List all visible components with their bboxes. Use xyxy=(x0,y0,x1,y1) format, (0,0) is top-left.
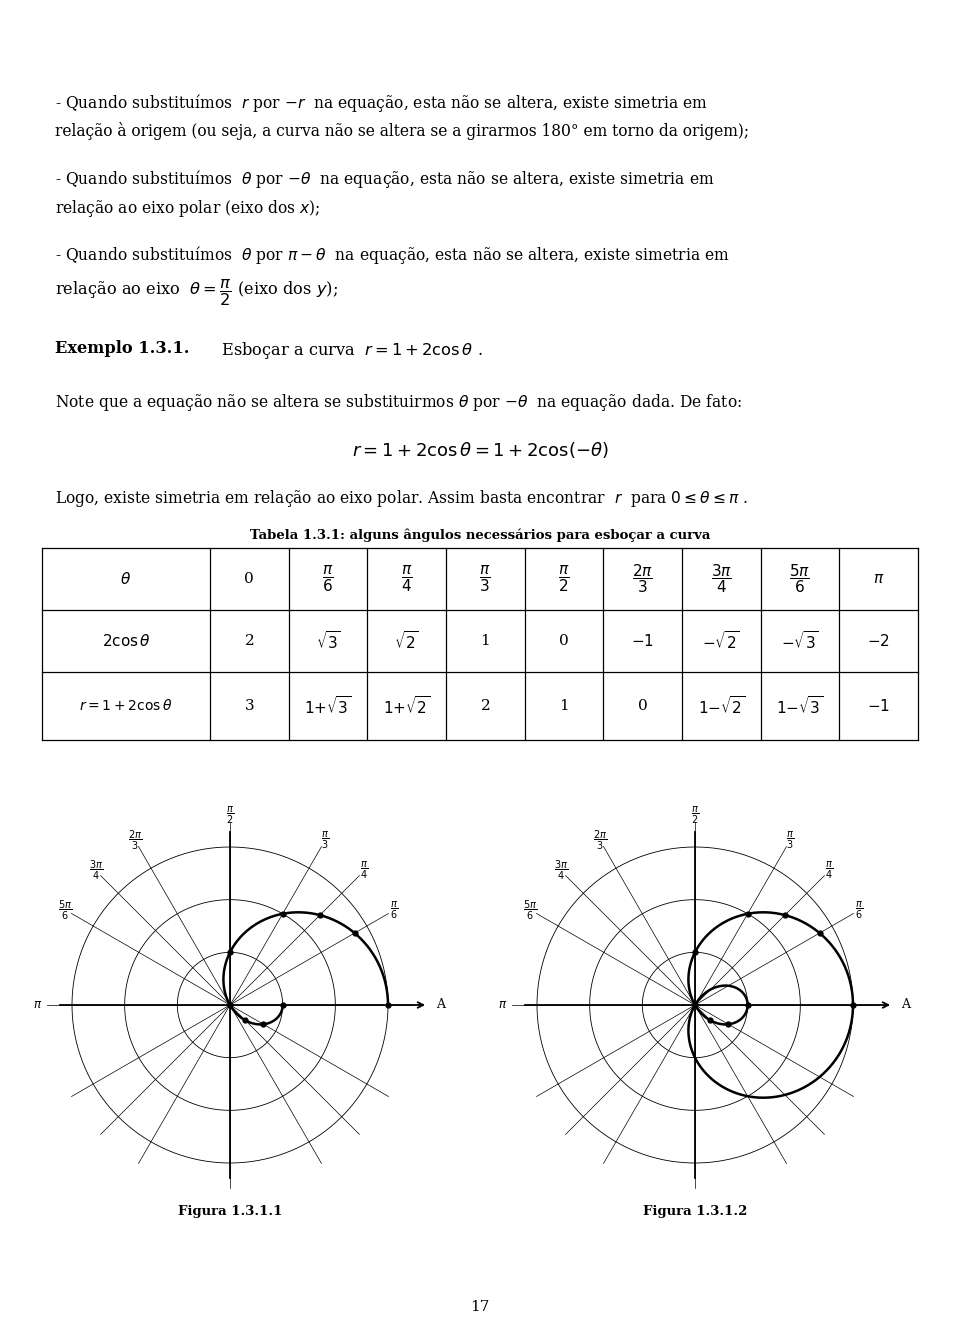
Text: 0: 0 xyxy=(559,633,569,648)
Text: $\dfrac{2\pi}{3}$: $\dfrac{2\pi}{3}$ xyxy=(593,829,607,852)
Text: $\dfrac{\pi}{3}$: $\dfrac{\pi}{3}$ xyxy=(479,564,492,595)
Text: $\dfrac{5\pi}{6}$: $\dfrac{5\pi}{6}$ xyxy=(59,898,73,921)
Text: 17: 17 xyxy=(470,1300,490,1314)
Text: A: A xyxy=(901,999,910,1011)
Text: $1{-}\sqrt{3}$: $1{-}\sqrt{3}$ xyxy=(777,695,824,716)
Text: Tabela 1.3.1: alguns ângulos necessários para esboçar a curva: Tabela 1.3.1: alguns ângulos necessários… xyxy=(250,528,710,541)
Text: $\theta$: $\theta$ xyxy=(120,570,132,586)
Text: - Quando substituímos  $\theta$ por $\pi-\theta$  na equação, esta não se altera: - Quando substituímos $\theta$ por $\pi-… xyxy=(55,244,730,266)
Text: $\dfrac{\pi}{6}$: $\dfrac{\pi}{6}$ xyxy=(855,900,864,920)
Text: $\dfrac{\pi}{3}$: $\dfrac{\pi}{3}$ xyxy=(786,830,794,852)
Text: $-\sqrt{3}$: $-\sqrt{3}$ xyxy=(781,631,819,652)
Text: $\dfrac{5\pi}{6}$: $\dfrac{5\pi}{6}$ xyxy=(789,562,810,596)
Text: $-\sqrt{2}$: $-\sqrt{2}$ xyxy=(703,631,740,652)
Text: $\sqrt{2}$: $\sqrt{2}$ xyxy=(395,631,420,652)
Text: $\dfrac{\pi}{3}$: $\dfrac{\pi}{3}$ xyxy=(321,830,329,852)
Text: Logo, existe simetria em relação ao eixo polar. Assim basta encontrar  $r$  para: Logo, existe simetria em relação ao eixo… xyxy=(55,487,748,509)
Text: 0: 0 xyxy=(637,699,648,712)
Text: - Quando substituímos  $r$ por $-r$  na equação, esta não se altera, existe sime: - Quando substituímos $r$ por $-r$ na eq… xyxy=(55,92,708,114)
Text: Figura 1.3.1.1: Figura 1.3.1.1 xyxy=(178,1205,282,1218)
Text: Exemplo 1.3.1.: Exemplo 1.3.1. xyxy=(55,340,189,358)
Text: Esboçar a curva  $r = 1 + 2\cos\theta$ .: Esboçar a curva $r = 1 + 2\cos\theta$ . xyxy=(216,340,483,362)
Text: $\dfrac{\pi}{4}$: $\dfrac{\pi}{4}$ xyxy=(401,564,413,595)
Text: A: A xyxy=(436,999,445,1011)
Text: 2: 2 xyxy=(480,699,491,712)
Text: $\pi$: $\pi$ xyxy=(498,999,507,1011)
Text: $\dfrac{2\pi}{3}$: $\dfrac{2\pi}{3}$ xyxy=(632,562,653,596)
Text: relação à origem (ou seja, a curva não se altera se a girarmos 180° em torno da : relação à origem (ou seja, a curva não s… xyxy=(55,122,749,141)
Text: relação ao eixo  $\theta = \dfrac{\pi}{2}$ (eixo dos $y$);: relação ao eixo $\theta = \dfrac{\pi}{2}… xyxy=(55,279,338,308)
Text: $\dfrac{3\pi}{4}$: $\dfrac{3\pi}{4}$ xyxy=(710,562,732,596)
Text: $\dfrac{\pi}{6}$: $\dfrac{\pi}{6}$ xyxy=(391,900,398,920)
Text: $1{+}\sqrt{2}$: $1{+}\sqrt{2}$ xyxy=(383,695,430,716)
Text: $-1$: $-1$ xyxy=(631,633,654,649)
Text: $-2$: $-2$ xyxy=(867,633,890,649)
Text: Note que a equação não se altera se substituirmos $\theta$ por $-\theta$  na equ: Note que a equação não se altera se subs… xyxy=(55,392,742,412)
Text: $1{+}\sqrt{3}$: $1{+}\sqrt{3}$ xyxy=(304,695,351,716)
Text: $\pi$: $\pi$ xyxy=(33,999,42,1011)
Text: 2: 2 xyxy=(245,633,254,648)
Text: - Quando substituímos  $\theta$ por $-\theta$  na equação, esta não se altera, e: - Quando substituímos $\theta$ por $-\th… xyxy=(55,167,714,190)
Text: $\dfrac{\pi}{6}$: $\dfrac{\pi}{6}$ xyxy=(323,564,334,595)
Text: $\dfrac{2\pi}{3}$: $\dfrac{2\pi}{3}$ xyxy=(128,829,142,852)
Text: $\pi$: $\pi$ xyxy=(873,572,884,586)
Text: $\dfrac{\pi}{2}$: $\dfrac{\pi}{2}$ xyxy=(691,805,699,826)
Text: 1: 1 xyxy=(559,699,569,712)
Text: 3: 3 xyxy=(245,699,254,712)
Text: $\dfrac{\pi}{2}$: $\dfrac{\pi}{2}$ xyxy=(226,805,234,826)
Text: $r = 1 + 2\cos\theta$: $r = 1 + 2\cos\theta$ xyxy=(80,699,173,714)
Text: relação ao eixo polar (eixo dos $x$);: relação ao eixo polar (eixo dos $x$); xyxy=(55,198,321,220)
Text: $2\cos\theta$: $2\cos\theta$ xyxy=(102,633,151,649)
Text: 0: 0 xyxy=(245,572,254,586)
Text: $\dfrac{\pi}{2}$: $\dfrac{\pi}{2}$ xyxy=(558,564,570,595)
Text: $\dfrac{3\pi}{4}$: $\dfrac{3\pi}{4}$ xyxy=(88,860,103,882)
Text: $r = 1 + 2\cos\theta = 1 + 2\cos(-\theta)$: $r = 1 + 2\cos\theta = 1 + 2\cos(-\theta… xyxy=(351,441,609,461)
Text: $\sqrt{3}$: $\sqrt{3}$ xyxy=(316,631,341,652)
Text: Figura 1.3.1.2: Figura 1.3.1.2 xyxy=(643,1205,747,1218)
Text: $\dfrac{3\pi}{4}$: $\dfrac{3\pi}{4}$ xyxy=(554,860,567,882)
Text: $1{-}\sqrt{2}$: $1{-}\sqrt{2}$ xyxy=(698,695,745,716)
Text: $\dfrac{5\pi}{6}$: $\dfrac{5\pi}{6}$ xyxy=(523,898,538,921)
Text: $\dfrac{\pi}{4}$: $\dfrac{\pi}{4}$ xyxy=(360,860,369,881)
Text: $\dfrac{\pi}{4}$: $\dfrac{\pi}{4}$ xyxy=(826,860,833,881)
Text: $-1$: $-1$ xyxy=(867,698,890,714)
Text: 1: 1 xyxy=(480,633,491,648)
